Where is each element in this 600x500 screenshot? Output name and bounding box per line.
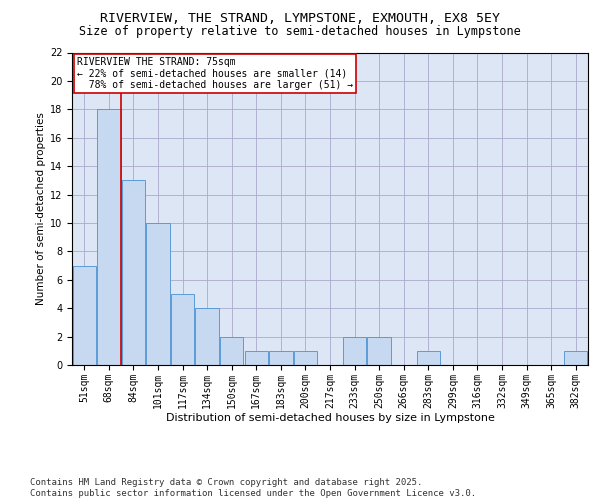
Bar — [196, 308, 219, 365]
Y-axis label: Number of semi-detached properties: Number of semi-detached properties — [35, 112, 46, 305]
Bar — [245, 351, 268, 365]
Bar — [97, 110, 121, 365]
Bar — [564, 351, 587, 365]
Text: Contains HM Land Registry data © Crown copyright and database right 2025.
Contai: Contains HM Land Registry data © Crown c… — [30, 478, 476, 498]
Bar — [416, 351, 440, 365]
Text: Size of property relative to semi-detached houses in Lympstone: Size of property relative to semi-detach… — [79, 25, 521, 38]
Bar — [367, 336, 391, 365]
X-axis label: Distribution of semi-detached houses by size in Lympstone: Distribution of semi-detached houses by … — [166, 414, 494, 424]
Bar — [122, 180, 145, 365]
Bar — [343, 336, 366, 365]
Bar — [171, 294, 194, 365]
Text: RIVERVIEW, THE STRAND, LYMPSTONE, EXMOUTH, EX8 5EY: RIVERVIEW, THE STRAND, LYMPSTONE, EXMOUT… — [100, 12, 500, 26]
Bar — [146, 223, 170, 365]
Bar — [294, 351, 317, 365]
Bar — [220, 336, 244, 365]
Text: RIVERVIEW THE STRAND: 75sqm
← 22% of semi-detached houses are smaller (14)
  78%: RIVERVIEW THE STRAND: 75sqm ← 22% of sem… — [77, 57, 353, 90]
Bar — [269, 351, 293, 365]
Bar — [73, 266, 96, 365]
